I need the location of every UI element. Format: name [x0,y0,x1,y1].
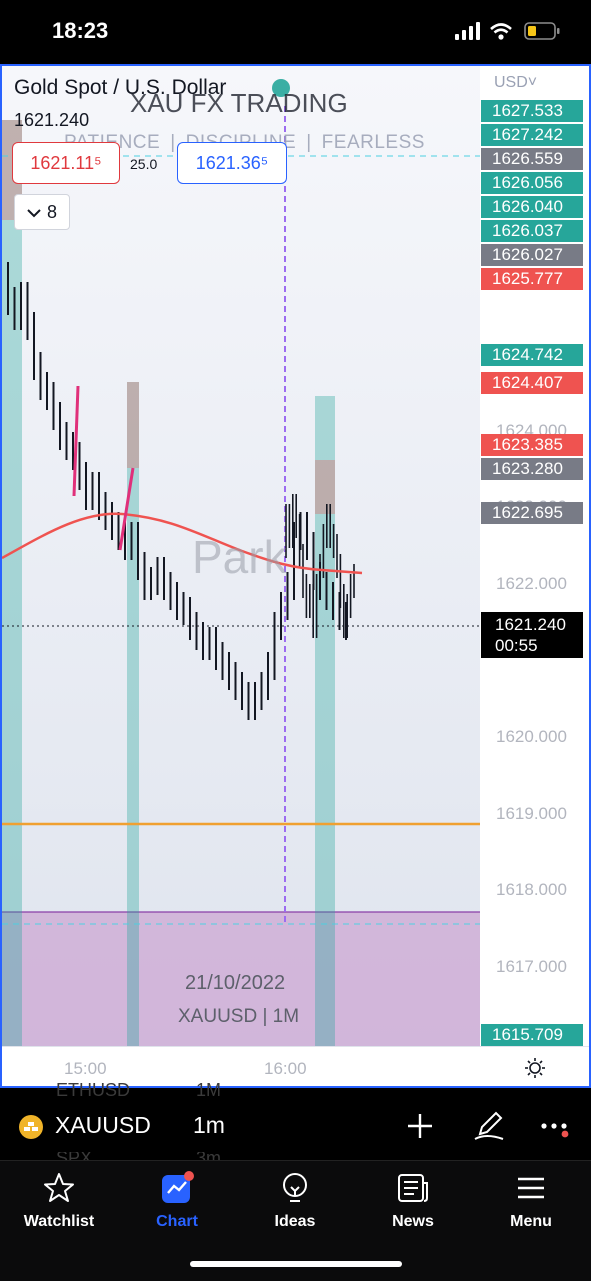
watermark-symbol: XAUUSD | 1M [178,1006,300,1027]
ghost-watchlist-symbol: ETHUSD [56,1080,131,1100]
trend-mark [118,467,135,551]
tab-watchlist[interactable]: Watchlist [14,1171,104,1231]
price-level-tag: 1626.027 [481,244,583,266]
price-axis[interactable]: USD˅ 1621.240 00:55 1625.0001624.0001623… [480,66,589,1052]
session-highlight [2,120,22,1046]
symbol-title[interactable]: Gold Spot / U.S. Dollar [14,76,227,99]
status-icons [455,20,563,44]
sell-button[interactable]: 1621.11⁵ [12,142,120,184]
signal-wifi-battery-icon [455,22,560,40]
tab-label: Watchlist [23,1213,95,1230]
price-level-tag: 1615.709 [481,1024,583,1046]
watermark-word: FEARLESS [321,132,425,153]
price-tick: 1622.000 [496,573,567,593]
price-tick: 1617.000 [496,956,567,976]
indicators-toggle[interactable]: 8 [14,194,70,230]
currency-selector[interactable]: USD˅ [494,74,538,91]
time-axis[interactable]: 15:00 16:00 [2,1046,589,1086]
price-tick: 1619.000 [496,803,567,823]
tab-label: News [392,1213,434,1230]
bar-countdown: 00:55 [495,636,538,655]
price-level-tag: 1627.242 [481,124,583,146]
session-highlight-red [127,382,139,468]
symbol-selector[interactable]: XAUUSD [55,1112,151,1138]
tab-chart[interactable]: Chart [132,1171,222,1231]
time-label: 15:00 [64,1059,107,1078]
price-level-tag: 1626.559 [481,148,583,170]
last-price: 1621.240 [14,110,90,130]
symbol-toolbar: XAUUSD 1m [0,1100,591,1152]
status-time: 18:23 [52,18,109,43]
buy-button[interactable]: 1621.36⁵ [177,142,287,184]
ghost-watchlist-interval: 1M [196,1080,222,1100]
marker-dot [272,79,290,97]
price-level-tag: 1624.407 [481,372,583,394]
tab-ideas[interactable]: Ideas [250,1171,340,1231]
chart-icon [162,1171,194,1203]
tab-news[interactable]: News [368,1171,458,1231]
price-level-tag: 1625.777 [481,268,583,290]
indicator-count: 8 [46,202,57,222]
spread-value: 25.0 [130,156,158,172]
time-label: 16:00 [264,1059,307,1078]
hamburger-icon [518,1177,544,1199]
price-level-tag: 1626.040 [481,196,583,218]
tab-label: Menu [510,1213,552,1230]
news-icon [398,1174,428,1202]
price-level-tag: 1624.742 [481,344,583,366]
price-level-tag: 1627.533 [481,100,583,122]
price-level-tag: 1626.056 [481,172,583,194]
home-indicator [190,1261,402,1267]
watermark-title: XAU FX TRADING [130,88,348,118]
gold-coin-icon [19,1115,43,1139]
tab-label: Ideas [274,1213,316,1230]
chevron-down-icon [27,209,41,218]
watermark-park: Park [192,531,287,583]
supply-zone [2,912,480,1046]
price-tick: 1618.000 [496,880,567,900]
bulb-icon [283,1173,307,1202]
chart-area[interactable]: XAU FX TRADING PATIENCE|DISCIPLINE|FEARL… [0,64,591,1088]
interval-selector[interactable]: 1m [193,1112,225,1138]
session-highlight-red [315,460,335,514]
current-price: 1621.240 [495,615,566,634]
price-tick: 1620.000 [496,726,567,746]
price-chart[interactable] [2,66,480,1046]
more-icon[interactable] [540,1118,572,1138]
bottom-tab-bar: Watchlist Chart Ideas News [0,1160,591,1281]
price-level-tag: 1623.385 [481,434,583,456]
session-highlight [127,382,139,1046]
price-level-tag: 1622.695 [481,502,583,524]
chart-background [2,66,480,1046]
moving-average [2,512,363,575]
tab-label: Chart [156,1213,198,1230]
pen-icon[interactable] [472,1108,506,1142]
price-level-tag: 1623.280 [481,458,583,480]
status-bar: 18:23 [0,0,591,64]
sun-settings-icon[interactable] [524,1057,546,1079]
plus-icon[interactable] [406,1112,434,1140]
trend-mark [72,385,80,497]
price-level-tag: 1626.037 [481,220,583,242]
tab-menu[interactable]: Menu [486,1171,576,1231]
current-price-tag: 1621.240 00:55 [481,612,583,658]
watermark-date: 21/10/2022 [185,972,286,994]
star-icon [44,1173,74,1202]
